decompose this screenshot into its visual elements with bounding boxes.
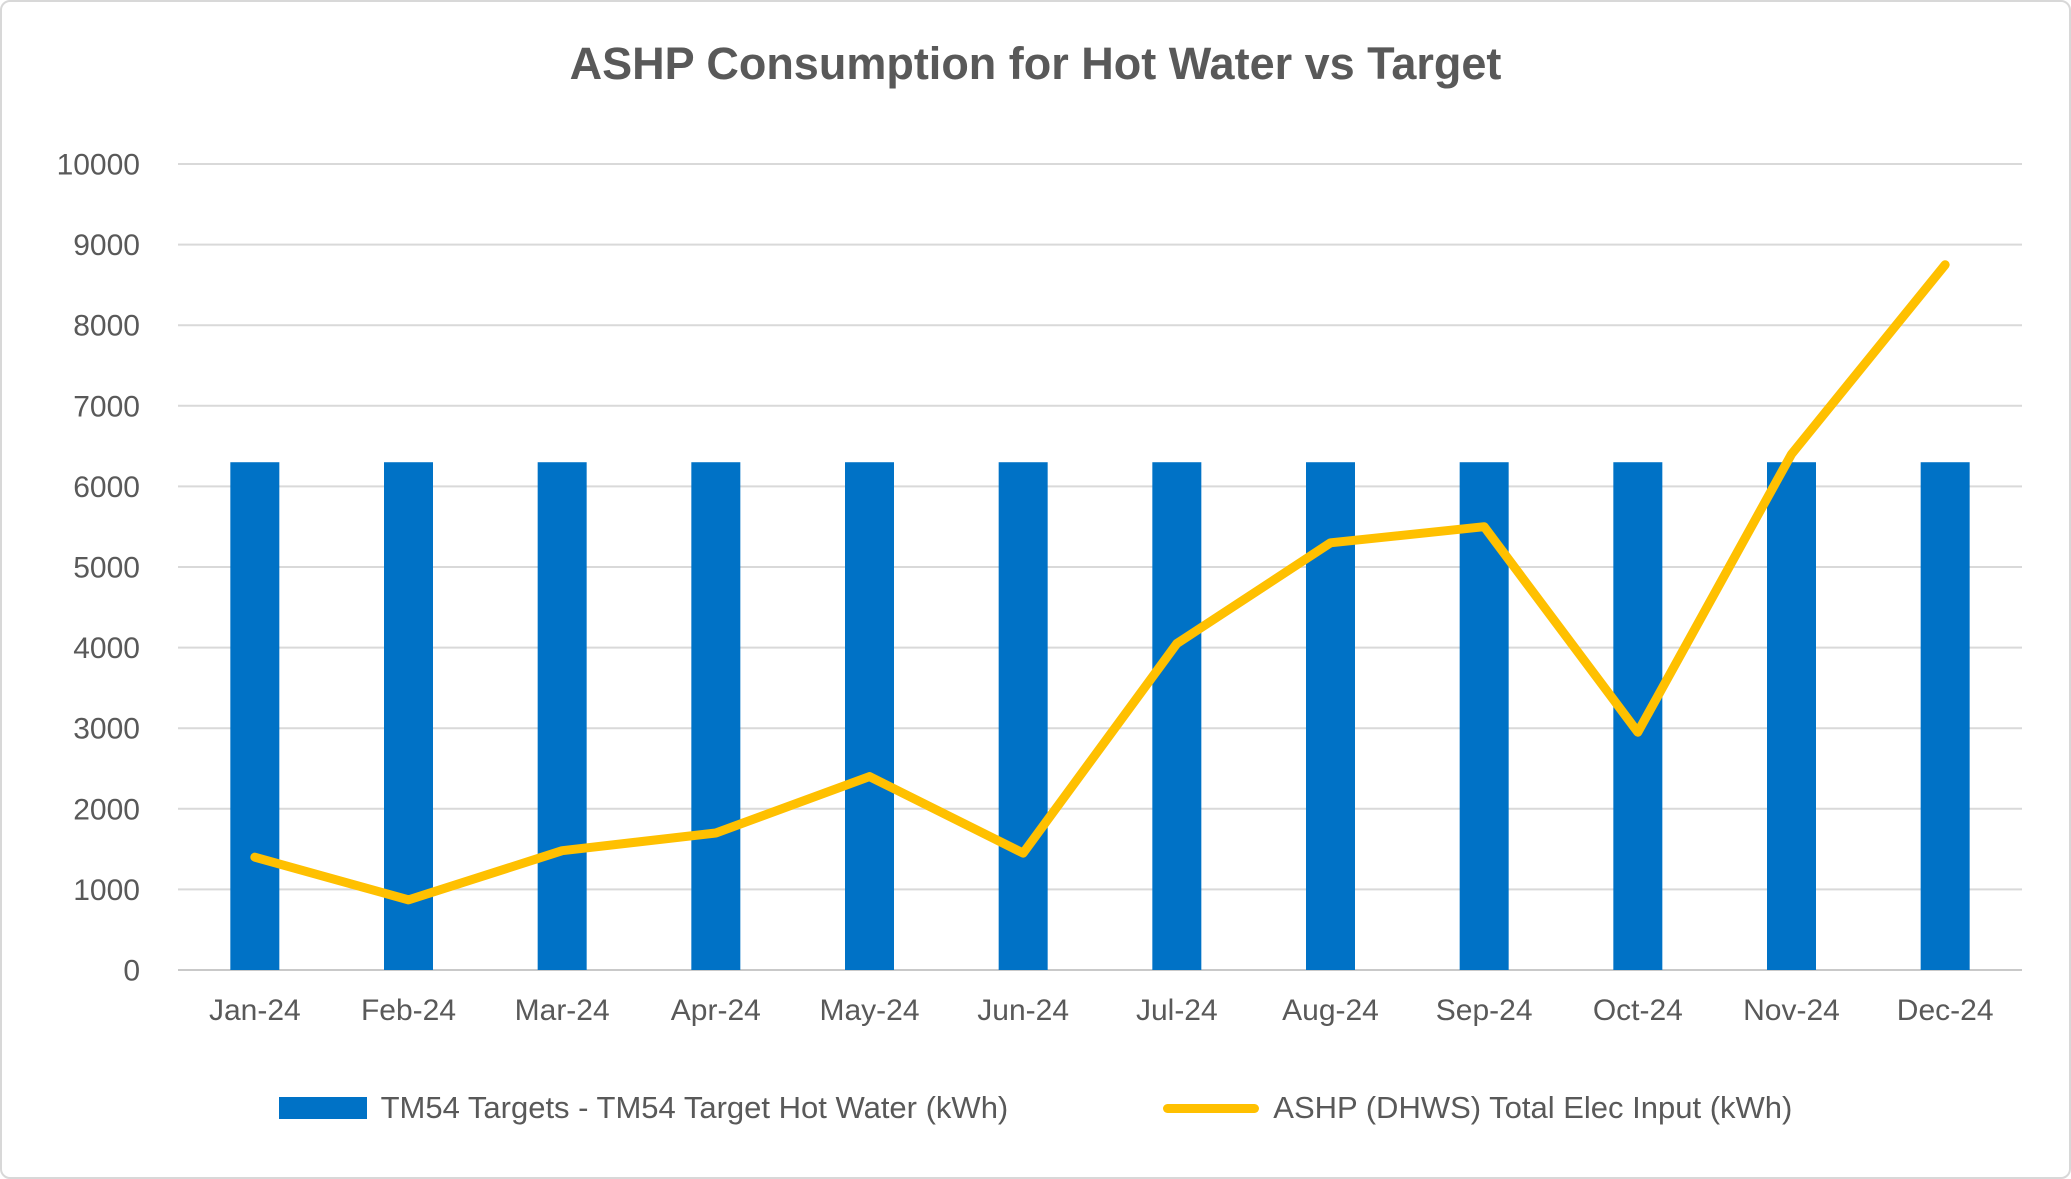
x-axis-label-Feb-24: Feb-24 [361,994,456,1027]
x-axis-label-Nov-24: Nov-24 [1743,994,1840,1027]
bar-Dec-24 [1920,462,1970,970]
chart-title: ASHP Consumption for Hot Water vs Target [569,38,1502,89]
bar-Jun-24 [998,462,1048,970]
x-axis-label-Apr-24: Apr-24 [671,994,761,1027]
x-axis-label-Oct-24: Oct-24 [1593,994,1683,1027]
line-series-swatch [1163,1103,1260,1113]
bar-Jan-24 [230,462,280,970]
y-axis-tick-label: 1000 [73,874,140,907]
bar-Nov-24 [1767,462,1816,970]
bar-Mar-24 [537,462,587,970]
y-axis-tick-label: 7000 [73,390,140,423]
line-series [250,260,1950,905]
legend-item-line-series: ASHP (DHWS) Total Elec Input (kWh) [1163,1090,1792,1126]
bar-series-swatch [278,1097,367,1119]
x-axis-label-Jul-24: Jul-24 [1136,994,1218,1027]
bar-May-24 [845,462,894,970]
x-axis-label-Jan-24: Jan-24 [209,994,301,1027]
x-axis-label-Sep-24: Sep-24 [1436,994,1533,1027]
line-series-legend-label: ASHP (DHWS) Total Elec Input (kWh) [1273,1090,1793,1125]
legend: TM54 Targets - TM54 Target Hot Water (kW… [2,1090,2069,1126]
x-axis-label-May-24: May-24 [819,994,919,1027]
bar-Sep-24 [1459,462,1509,970]
y-axis-tick-label: 8000 [73,310,140,343]
y-axis-tick-label: 10000 [57,149,140,182]
x-axis-label-Aug-24: Aug-24 [1282,994,1379,1027]
y-axis-tick-label: 5000 [73,552,140,585]
x-axis-label-Jun-24: Jun-24 [977,994,1069,1027]
legend-item-bar-series: TM54 Targets - TM54 Target Hot Water (kW… [278,1090,1009,1126]
y-axis-tick-label: 4000 [73,632,140,665]
y-axis-tick-label: 9000 [73,229,140,262]
y-axis-tick-label: 6000 [73,471,140,504]
bar-Apr-24 [691,462,741,970]
y-axis-tick-label: 3000 [73,713,140,746]
bar-Jul-24 [1152,462,1202,970]
y-axis-tick-label: 0 [123,955,140,988]
y-axis-tick-label: 2000 [73,793,140,826]
bar-series-legend-label: TM54 Targets - TM54 Target Hot Water (kW… [380,1090,1009,1125]
x-axis-label-Mar-24: Mar-24 [515,994,610,1027]
bar-Feb-24 [384,462,433,970]
x-axis-label-Dec-24: Dec-24 [1897,994,1994,1027]
